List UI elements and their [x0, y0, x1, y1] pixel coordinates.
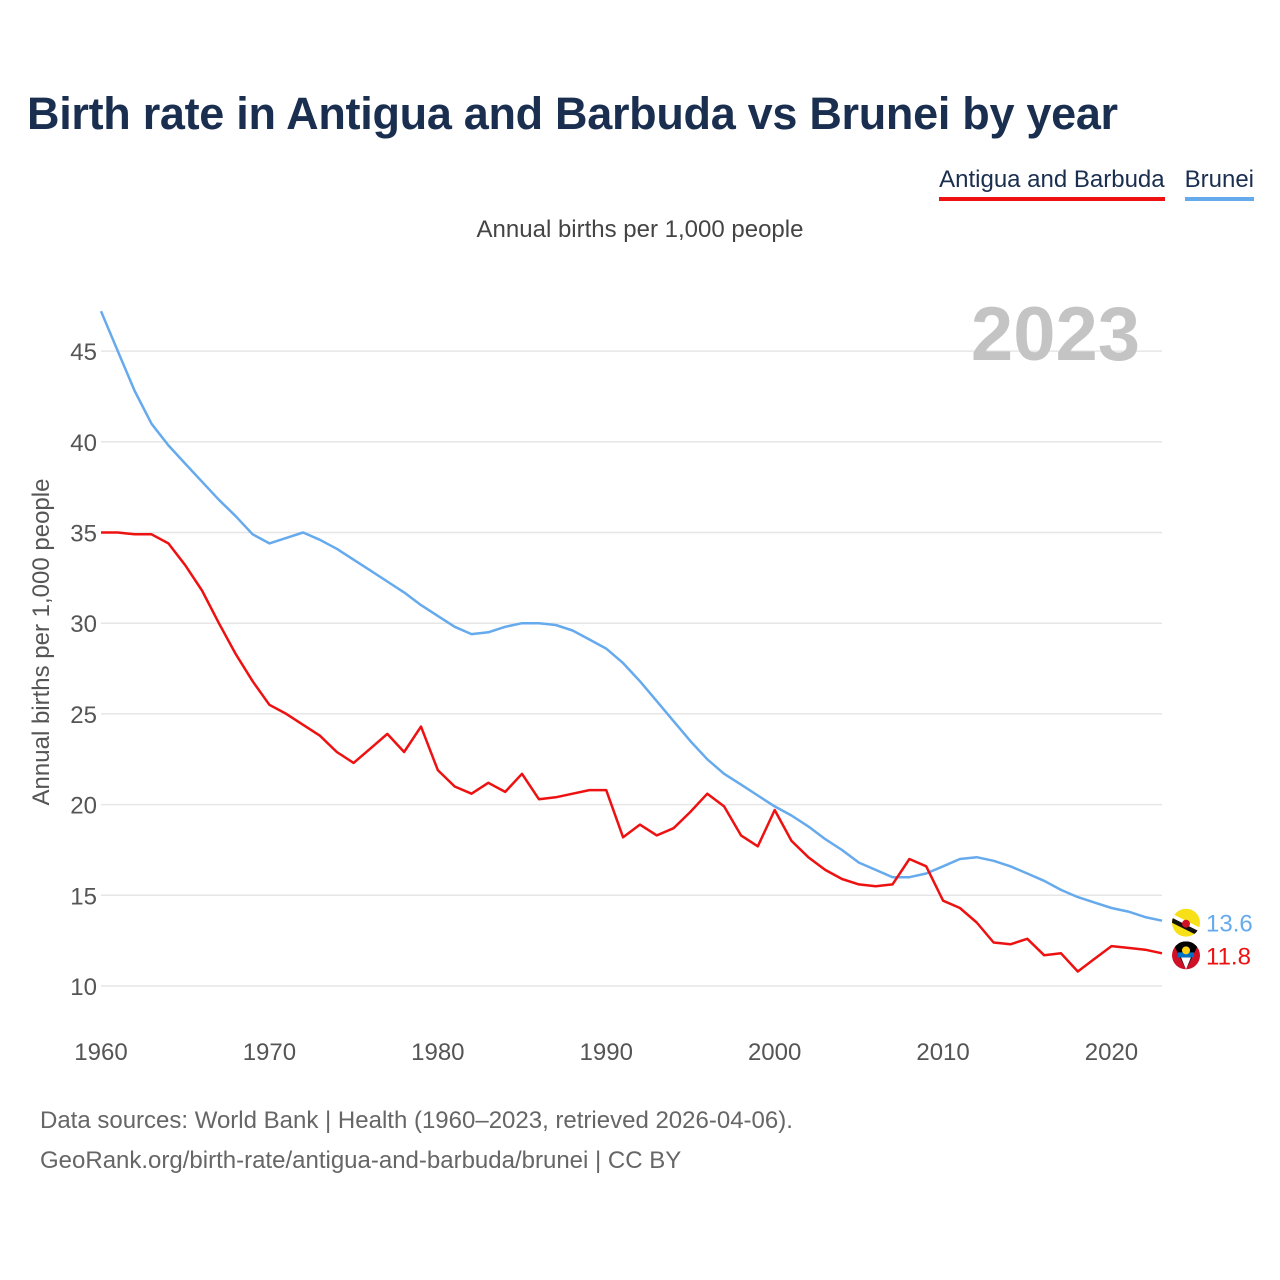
x-tick-label: 1970	[243, 1039, 296, 1066]
x-tick-label: 2010	[916, 1039, 969, 1066]
brunei-flag-icon	[1172, 908, 1200, 937]
chart-title: Birth rate in Antigua and Barbuda vs Bru…	[27, 88, 1118, 139]
footer-sources: Data sources: World Bank | Health (1960–…	[40, 1107, 793, 1134]
y-tick-label: 10	[70, 974, 97, 1001]
y-tick-label: 35	[70, 521, 97, 548]
y-tick-label: 15	[70, 883, 97, 910]
x-tick-label: 1990	[580, 1039, 633, 1066]
antigua-flag-icon	[1172, 941, 1200, 970]
antigua-end-value: 11.8	[1206, 943, 1251, 970]
x-tick-label: 1960	[74, 1039, 127, 1066]
x-tick-label: 1980	[411, 1039, 464, 1066]
legend: Antigua and Barbuda Brunei	[939, 166, 1254, 201]
series-line-antigua	[101, 531, 1163, 973]
y-tick-label: 40	[70, 430, 97, 457]
legend-item-brunei[interactable]: Brunei	[1184, 166, 1254, 201]
series-line-brunei	[99, 310, 1163, 922]
x-tick-label: 2020	[1085, 1039, 1138, 1066]
y-tick-label: 25	[70, 702, 97, 729]
y-tick-label: 30	[70, 611, 97, 638]
y-tick-label: 45	[70, 339, 97, 366]
legend-item-antigua[interactable]: Antigua and Barbuda	[939, 166, 1165, 201]
x-tick-label: 2000	[748, 1039, 801, 1066]
brunei-end-value: 13.6	[1206, 911, 1253, 938]
chart-subtitle: Annual births per 1,000 people	[476, 216, 804, 243]
footer-attribution[interactable]: GeoRank.org/birth-rate/antigua-and-barbu…	[40, 1147, 682, 1174]
year-watermark: 2023	[971, 292, 1140, 377]
y-tick-label: 20	[70, 793, 97, 820]
